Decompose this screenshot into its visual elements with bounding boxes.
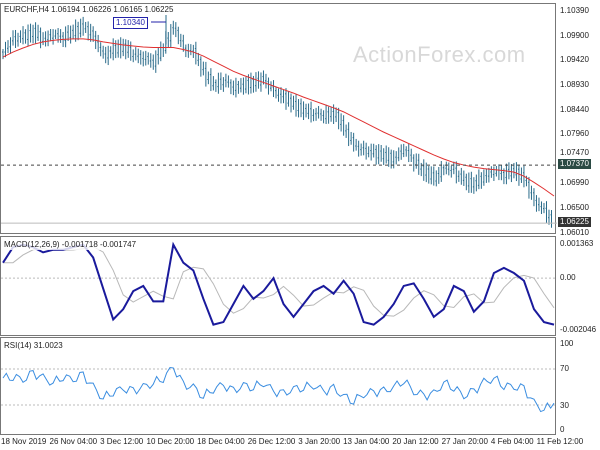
rsi-panel: RSI(14) 31.0023 bbox=[0, 337, 557, 435]
time-tick: 13 Jan 04:00 bbox=[343, 437, 390, 446]
macd-tick: 0.001363 bbox=[560, 239, 594, 248]
macd-chart bbox=[1, 241, 557, 326]
watermark: ActionForex.com bbox=[353, 42, 526, 67]
high-label: 1.10340 bbox=[113, 17, 148, 29]
time-tick: 11 Feb 12:00 bbox=[536, 437, 584, 446]
macd-title: MACD(12,26,9) -0.001718 -0.001747 bbox=[4, 240, 137, 250]
rsi-tick: 0 bbox=[560, 425, 565, 434]
price-chart bbox=[1, 14, 557, 228]
time-tick: 10 Dec 20:00 bbox=[146, 437, 195, 446]
time-tick: 3 Dec 12:00 bbox=[100, 437, 144, 446]
macd-panel: MACD(12,26,9) -0.001718 -0.001747 bbox=[0, 236, 557, 336]
price-tick: 1.09420 bbox=[560, 55, 589, 64]
price-panel: EURCHF,H4 1.06194 1.06226 1.06165 1.0622… bbox=[0, 3, 557, 234]
price-tick: 1.06500 bbox=[560, 203, 589, 212]
rsi-tick: 30 bbox=[560, 401, 569, 410]
price-tick: 1.06010 bbox=[560, 228, 589, 237]
price-marker: 1.07370 bbox=[558, 159, 591, 169]
rsi-tick: 70 bbox=[560, 364, 569, 373]
price-tick: 1.09900 bbox=[560, 31, 589, 40]
macd-line bbox=[2, 241, 555, 326]
time-tick: 18 Dec 04:00 bbox=[197, 437, 245, 446]
price-title: EURCHF,H4 1.06194 1.06226 1.06165 1.0622… bbox=[4, 5, 174, 15]
price-tick: 1.06990 bbox=[560, 178, 589, 187]
time-tick: 3 Jan 20:00 bbox=[298, 437, 341, 446]
price-marker: 1.06225 bbox=[558, 217, 591, 227]
moving-average-line bbox=[2, 38, 555, 197]
price-tick: 1.07470 bbox=[560, 148, 589, 157]
time-tick: 20 Jan 12:00 bbox=[392, 437, 439, 446]
price-tick: 1.10390 bbox=[560, 6, 589, 15]
rsi-tick: 100 bbox=[560, 339, 574, 348]
time-tick: 18 Nov 2019 bbox=[1, 437, 47, 446]
time-tick: 4 Feb 04:00 bbox=[490, 437, 534, 446]
time-tick: 26 Dec 12:00 bbox=[247, 437, 296, 446]
time-tick: 26 Nov 04:00 bbox=[49, 437, 98, 446]
price-tick: 1.07960 bbox=[560, 129, 589, 138]
price-tick: 1.08440 bbox=[560, 105, 589, 114]
rsi-line bbox=[2, 366, 555, 413]
price-tick: 1.08930 bbox=[560, 80, 589, 89]
time-tick: 27 Jan 20:00 bbox=[441, 437, 488, 446]
rsi-chart bbox=[1, 366, 557, 413]
rsi-title: RSI(14) 31.0023 bbox=[4, 341, 63, 350]
macd-tick: 0.00 bbox=[560, 273, 576, 282]
macd-tick: -0.002046 bbox=[560, 325, 597, 334]
